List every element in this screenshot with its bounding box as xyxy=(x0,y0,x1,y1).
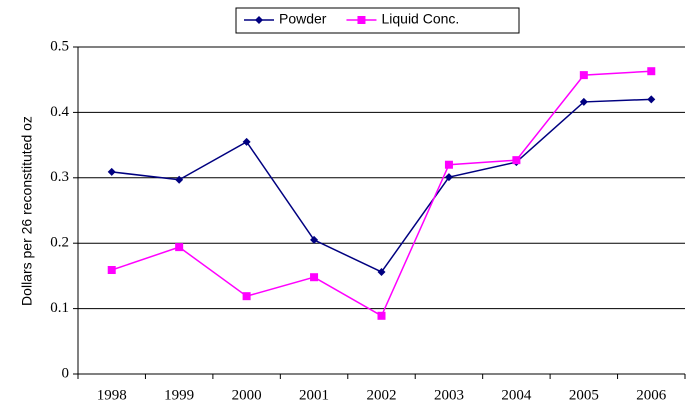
marker xyxy=(647,67,656,76)
marker xyxy=(242,137,251,146)
y-tick-label: 0.5 xyxy=(50,38,69,54)
y-tick-label: 0.4 xyxy=(50,104,69,120)
x-tick-label: 2002 xyxy=(367,387,397,403)
x-tick-label: 2006 xyxy=(636,387,667,403)
series-line xyxy=(111,98,652,273)
marker xyxy=(310,273,319,282)
marker xyxy=(377,311,386,320)
legend-box xyxy=(235,7,520,34)
marker xyxy=(579,71,588,80)
marker xyxy=(175,175,184,184)
marker xyxy=(512,156,521,165)
x-tick-label: 1998 xyxy=(97,387,127,403)
marker xyxy=(310,235,319,244)
marker xyxy=(242,292,251,301)
series-line xyxy=(111,70,652,317)
x-tick-label: 2000 xyxy=(232,387,262,403)
legend-label: Liquid Conc. xyxy=(381,11,459,27)
marker xyxy=(377,267,386,276)
legend-marker xyxy=(357,16,366,24)
y-tick-label: 0.1 xyxy=(50,300,69,316)
x-tick-label: 1999 xyxy=(164,387,194,403)
x-tick-label: 2001 xyxy=(299,387,329,403)
marker xyxy=(579,97,588,106)
marker xyxy=(107,266,116,275)
marker xyxy=(444,173,453,182)
x-tick-label: 2005 xyxy=(569,387,599,403)
x-tick-label: 2004 xyxy=(501,387,532,403)
y-tick-label: 0.2 xyxy=(50,235,69,251)
y-axis-label: Dollars per 26 reconstituted oz xyxy=(19,116,35,306)
legend-label: Powder xyxy=(279,11,327,27)
marker xyxy=(175,243,184,252)
y-tick-label: 0 xyxy=(62,365,70,381)
marker xyxy=(444,160,453,169)
legend-marker xyxy=(255,16,263,24)
marker xyxy=(647,95,656,104)
x-tick-label: 2003 xyxy=(434,387,464,403)
y-tick-label: 0.3 xyxy=(50,169,69,185)
marker xyxy=(107,167,116,176)
